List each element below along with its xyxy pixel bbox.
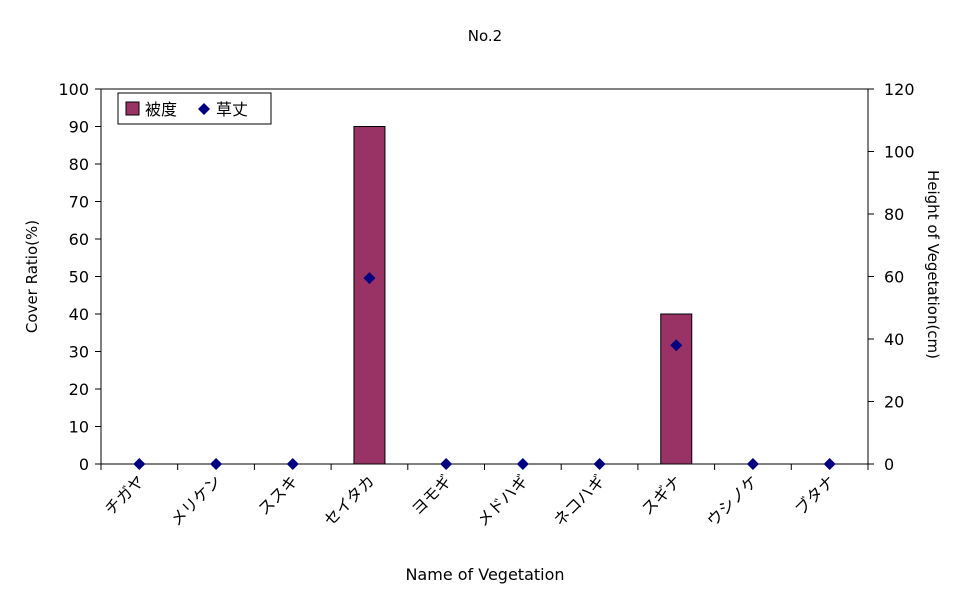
data-point-marker bbox=[516, 458, 529, 470]
y-tick-label: 60 bbox=[69, 230, 89, 249]
y-tick-label: 10 bbox=[69, 418, 89, 437]
x-tick-label: メリケン bbox=[167, 471, 225, 529]
legend-swatch-bar bbox=[125, 101, 140, 116]
data-point-marker bbox=[746, 458, 759, 470]
y-tick-label: 0 bbox=[79, 455, 89, 474]
data-point-marker bbox=[440, 458, 453, 470]
chart-title: No.2 bbox=[468, 27, 502, 45]
data-point-marker bbox=[286, 458, 299, 470]
y2-axis: 0 20 40 60 80 100 120 bbox=[868, 80, 915, 474]
plot-area bbox=[100, 88, 869, 465]
x-axis-label: Name of Vegetation bbox=[405, 565, 564, 584]
x-tick-label: メドハギ bbox=[473, 471, 532, 530]
bar bbox=[660, 313, 693, 465]
legend-swatch-marker bbox=[198, 103, 210, 115]
x-tick-label: ヨモギ bbox=[408, 471, 455, 518]
data-point-marker bbox=[670, 339, 683, 352]
y-axis: 0 10 20 30 40 50 60 70 80 90 100 bbox=[58, 80, 101, 474]
y-tick-label: 70 bbox=[69, 193, 89, 212]
x-tick-label: ブタナ bbox=[791, 471, 838, 518]
y2-tick-label: 60 bbox=[884, 268, 904, 287]
x-tick-label: ウシノケ bbox=[703, 471, 762, 530]
x-tick-label: ネコハギ bbox=[550, 471, 608, 529]
y2-tick-label: 20 bbox=[884, 393, 904, 412]
y-tick-label: 100 bbox=[58, 80, 89, 99]
x-tick-label: ススキ bbox=[254, 471, 301, 518]
x-tick-label: スギナ bbox=[638, 471, 685, 518]
data-point-marker bbox=[133, 458, 146, 470]
x-tick-label: セイタカ bbox=[320, 471, 378, 529]
legend: 被度 草丈 bbox=[117, 92, 272, 125]
y-tick-label: 90 bbox=[69, 118, 89, 137]
data-point-marker bbox=[823, 458, 836, 470]
bar-series bbox=[353, 126, 693, 465]
data-point-marker bbox=[210, 458, 223, 470]
y2-tick-label: 0 bbox=[884, 455, 894, 474]
y2-tick-label: 100 bbox=[884, 143, 915, 162]
y-axis-label: Cover Ratio(%) bbox=[23, 220, 41, 333]
marker-series bbox=[133, 272, 836, 470]
bar bbox=[353, 126, 386, 465]
x-axis: チガヤ メリケン ススキ セイタカ ヨモギ メドハギ ネコハギ スギナ ウシノケ ブタナ bbox=[100, 464, 869, 530]
data-point-marker bbox=[593, 458, 606, 470]
y-tick-label: 50 bbox=[69, 268, 89, 287]
y-tick-label: 20 bbox=[69, 380, 89, 399]
y-tick-label: 80 bbox=[69, 155, 89, 174]
y2-tick-label: 80 bbox=[884, 205, 904, 224]
legend-box bbox=[117, 92, 272, 125]
legend-label: 被度 bbox=[145, 100, 177, 119]
y-tick-label: 30 bbox=[69, 343, 89, 362]
y2-tick-label: 40 bbox=[884, 330, 904, 349]
x-tick-label: チガヤ bbox=[101, 471, 148, 518]
legend-label: 草丈 bbox=[216, 100, 248, 119]
y-tick-label: 40 bbox=[69, 305, 89, 324]
y2-axis-label: Height of Vegetation(cm) bbox=[924, 170, 942, 359]
y2-tick-label: 120 bbox=[884, 80, 915, 99]
data-point-marker bbox=[363, 272, 376, 285]
